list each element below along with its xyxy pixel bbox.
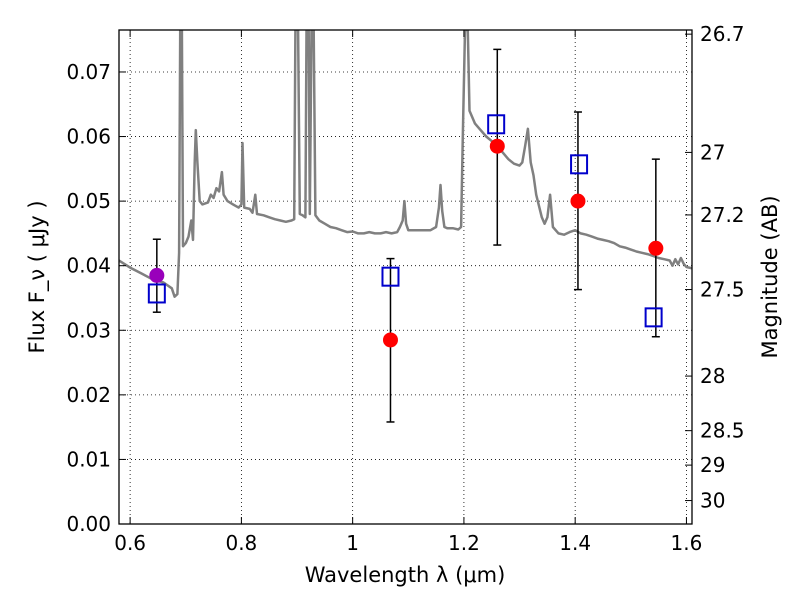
observed-point-marker (570, 193, 586, 209)
magnitude-tick-label: 28 (700, 364, 725, 388)
plot-frame (118, 29, 693, 525)
model-square-marker (147, 283, 166, 304)
data-points-layer (147, 114, 664, 348)
magnitude-tick-label: 27 (700, 140, 725, 164)
model-square-marker (381, 266, 400, 287)
x-tick-label: 0.8 (225, 531, 257, 555)
y-tick-label: 0.03 (66, 318, 111, 342)
model-square-marker (644, 307, 663, 328)
y-tick-label: 0.01 (66, 447, 111, 471)
y-tick-label: 0.05 (66, 189, 111, 213)
magnitude-tick-label: 26.7 (700, 22, 745, 46)
magnitude-tick-label: 30 (700, 489, 725, 513)
observed-point-marker (382, 332, 398, 348)
y-axis-label: Flux F_ν ( μJy ) (25, 200, 50, 353)
x-tick-label: 1 (346, 531, 359, 555)
y-axis-right-label: Magnitude (AB) (758, 195, 782, 358)
y-tick-label: 0.07 (66, 60, 111, 84)
y-tick-label: 0.06 (66, 125, 111, 149)
model-spectrum-line (119, 30, 692, 298)
observed-point-marker (149, 267, 165, 283)
magnitude-tick-label: 27.5 (700, 278, 745, 302)
magnitude-tick-label: 29 (700, 453, 725, 477)
magnitude-tick-label: 28.5 (700, 419, 745, 443)
x-tick-label: 1.4 (559, 531, 591, 555)
model-square-marker (487, 114, 506, 135)
model-spectrum-layer (119, 30, 692, 298)
magnitude-tick-label: 27.2 (700, 203, 745, 227)
model-square-marker (570, 154, 589, 175)
axes-layer: 0.6 0.8 1 1.2 1.4 1.6 0.00 0.01 0.02 0.03 0.04 0.05… (66, 22, 744, 555)
y-tick-label: 0.00 (66, 512, 111, 536)
x-tick-label: 1.2 (448, 531, 480, 555)
axis-labels-layer: Wavelength λ (μm) Flux F_ν ( μJy ) Magni… (25, 195, 782, 587)
x-axis-label: Wavelength λ (μm) (305, 563, 506, 587)
x-tick-label: 1.6 (671, 531, 703, 555)
observed-point-marker (489, 138, 505, 154)
x-tick-label: 0.6 (114, 531, 146, 555)
y-tick-label: 0.02 (66, 383, 111, 407)
y-tick-label: 0.04 (66, 254, 111, 278)
observed-point-marker (648, 240, 664, 256)
